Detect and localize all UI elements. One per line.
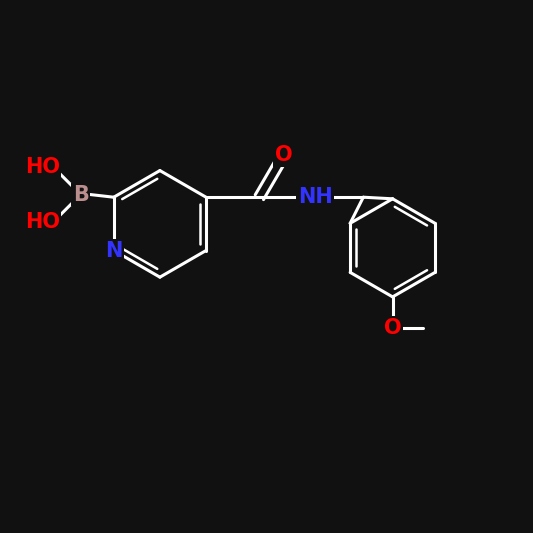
Text: NH: NH: [298, 187, 333, 207]
Text: HO: HO: [25, 212, 60, 232]
Text: B: B: [73, 184, 88, 205]
Text: O: O: [275, 145, 293, 165]
Text: N: N: [105, 240, 123, 261]
Text: HO: HO: [25, 157, 60, 177]
Text: O: O: [384, 318, 401, 338]
